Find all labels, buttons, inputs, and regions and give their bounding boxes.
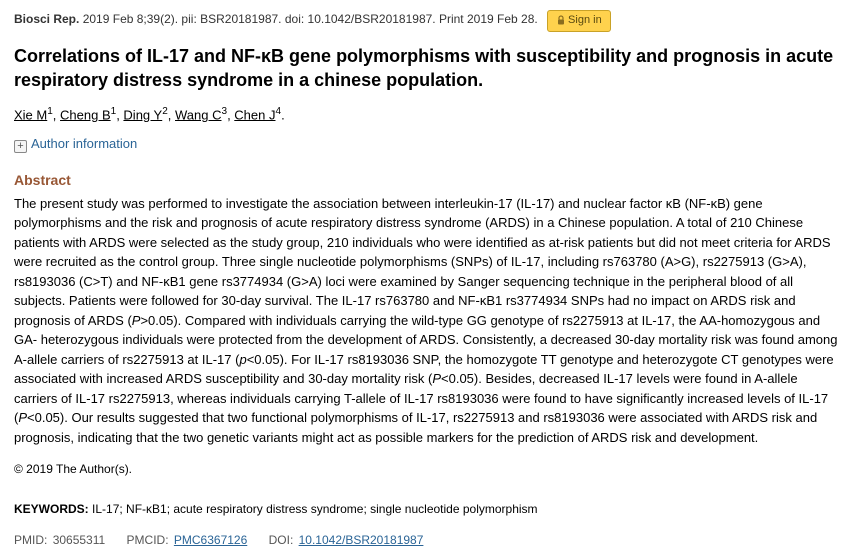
stat-symbol: P [432,371,441,386]
lock-icon [556,15,566,25]
author-affiliation: 1 [111,106,117,117]
article-title: Correlations of IL-17 and NF-κB gene pol… [14,44,844,93]
stat-symbol: P [18,410,27,425]
author-link[interactable]: Xie M [14,107,47,122]
doi-link[interactable]: 10.1042/BSR20181987 [299,533,424,547]
abstract-header: Abstract [14,170,844,190]
abstract-body: The present study was performed to inves… [14,194,844,448]
stat-symbol: P [132,313,141,328]
expand-icon: + [14,140,27,153]
pmid-value: 30655311 [53,533,106,547]
pmcid-link[interactable]: PMC6367126 [174,533,247,547]
author-affiliation: 3 [222,106,228,117]
author-link[interactable]: Chen J [234,107,275,122]
keywords-line: KEYWORDS: IL-17; NF-κB1; acute respirato… [14,501,844,518]
author-link[interactable]: Wang C [175,107,221,122]
copyright-text: © 2019 The Author(s). [14,461,844,478]
author-list: Xie M1, Cheng B1, Ding Y2, Wang C3, Chen… [14,105,844,125]
author-link[interactable]: Cheng B [60,107,111,122]
pmid-label: PMID: [14,533,47,547]
author-affiliation: 4 [276,106,282,117]
author-info-label: Author information [31,136,137,151]
doi-label: DOI: [269,533,294,547]
sign-in-button[interactable]: Sign in [547,10,611,32]
author-information-toggle[interactable]: + Author information [14,135,844,154]
stat-symbol: p [239,352,246,367]
identifiers-line: PMID: 30655311 PMCID: PMC6367126 DOI: 10… [14,532,844,549]
keywords-label: KEYWORDS: [14,502,89,516]
pmcid-label: PMCID: [127,533,169,547]
keywords-text: IL-17; NF-κB1; acute respiratory distres… [92,502,538,516]
author-link[interactable]: Ding Y [123,107,162,122]
sign-in-label: Sign in [568,14,602,26]
journal-name: Biosci Rep. [14,12,79,26]
author-affiliation: 2 [162,106,168,117]
author-affiliation: 1 [47,106,53,117]
citation-line: Biosci Rep. 2019 Feb 8;39(2). pii: BSR20… [14,10,844,32]
citation-details: 2019 Feb 8;39(2). pii: BSR20181987. doi:… [83,12,538,26]
